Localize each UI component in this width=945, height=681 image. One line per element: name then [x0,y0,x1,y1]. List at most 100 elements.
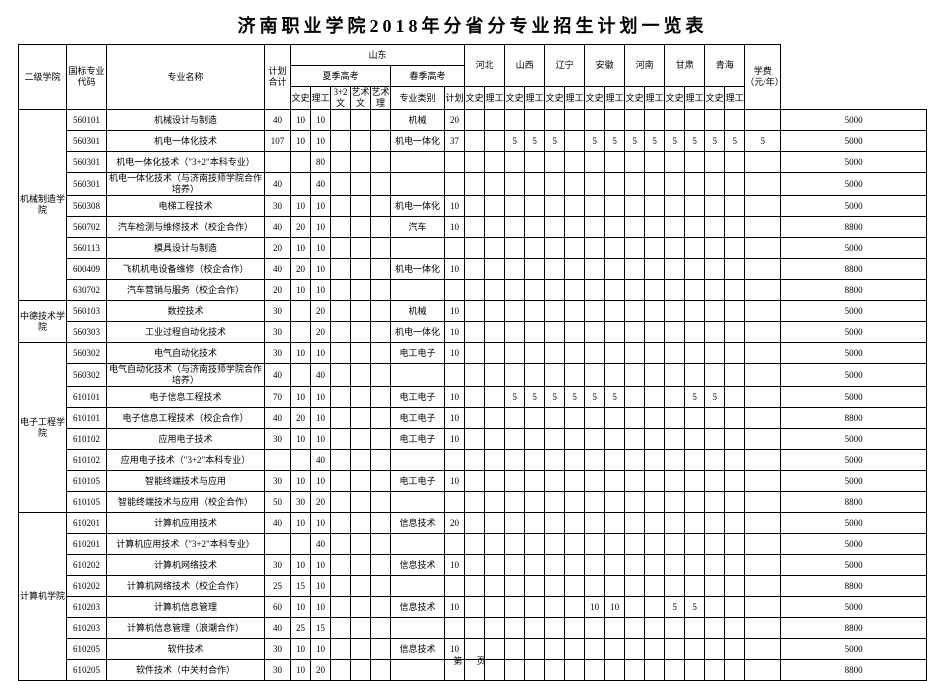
table-cell: 信息技术 [391,555,445,576]
table-cell: 8800 [781,217,927,238]
table-cell [705,110,725,131]
table-cell [465,238,485,259]
table-row: 610105智能终端技术与应用（校企合作）5030208800 [19,492,927,513]
table-cell [585,301,605,322]
table-cell [625,555,645,576]
table-cell [665,280,685,301]
table-cell: 数控技术 [107,301,265,322]
table-cell [351,364,371,387]
table-cell [331,555,351,576]
table-cell [371,492,391,513]
table-cell [545,555,565,576]
table-cell: 10 [291,238,311,259]
table-cell [625,576,645,597]
table-cell: 5 [505,387,525,408]
table-cell [705,576,725,597]
table-cell: 20 [291,408,311,429]
table-cell [485,364,505,387]
table-cell [645,217,665,238]
table-cell [665,322,685,343]
table-cell [745,217,781,238]
table-cell: 30 [265,429,291,450]
table-cell [565,429,585,450]
table-cell [705,173,725,196]
table-cell [331,492,351,513]
table-cell: 5000 [781,322,927,343]
table-cell: 5000 [781,597,927,618]
table-cell: 机电一体化技术（"3+2"本科专业） [107,152,265,173]
hdr-henan: 河南 [625,45,665,87]
table-cell [525,238,545,259]
table-cell [705,429,725,450]
table-cell [351,196,371,217]
hdr-summer-3: 艺术文 [351,87,371,110]
table-cell: 610201 [67,513,107,534]
table-cell [725,450,745,471]
table-cell [685,238,705,259]
table-cell [645,343,665,364]
table-cell: 10 [445,597,465,618]
table-cell [685,217,705,238]
table-cell: 10 [311,259,331,280]
table-cell [685,576,705,597]
table-cell: 10 [311,217,331,238]
table-cell [391,492,445,513]
table-cell [605,259,625,280]
hdr-henan-0: 文史 [625,87,645,110]
table-cell: 5 [505,131,525,152]
table-cell: 电气自动化技术 [107,343,265,364]
table-cell [351,173,371,196]
table-cell [465,196,485,217]
table-cell [545,576,565,597]
table-cell [725,534,745,555]
hdr-shanxi-0: 文史 [505,87,525,110]
table-cell [565,196,585,217]
table-cell [725,618,745,639]
table-cell [585,576,605,597]
table-cell: 10 [291,343,311,364]
table-cell [565,238,585,259]
table-cell [705,217,725,238]
table-cell: 560301 [67,173,107,196]
table-cell [565,597,585,618]
table-cell: 610202 [67,555,107,576]
table-cell [545,471,565,492]
table-cell: 10 [291,110,311,131]
college-cell: 电子工程学院 [19,343,67,513]
table-cell [725,387,745,408]
table-cell: 560702 [67,217,107,238]
table-cell [485,259,505,280]
table-cell [265,534,291,555]
table-cell: 5000 [781,301,927,322]
table-cell [745,492,781,513]
table-cell [505,343,525,364]
table-cell [565,576,585,597]
table-cell: 机械 [391,301,445,322]
table-cell [725,173,745,196]
table-cell: 20 [291,217,311,238]
table-cell [445,280,465,301]
table-cell [585,110,605,131]
table-cell: 610105 [67,492,107,513]
table-cell: 应用电子技术 [107,429,265,450]
table-cell [331,387,351,408]
hdr-tuition: 学费（元/年） [745,45,781,110]
table-row: 610203计算机信息管理601010信息技术101010555000 [19,597,927,618]
table-cell [525,534,545,555]
table-cell [745,152,781,173]
table-cell: 20 [291,259,311,280]
table-cell [291,364,311,387]
table-cell [585,217,605,238]
table-cell [371,597,391,618]
table-cell [725,597,745,618]
table-row: 600409飞机机电设备维修（校企合作）402010机电一体化108800 [19,259,927,280]
table-cell: 20 [265,238,291,259]
table-cell: 电工电子 [391,471,445,492]
table-cell: 610105 [67,471,107,492]
table-cell [351,450,371,471]
table-cell: 20 [311,322,331,343]
table-cell [351,217,371,238]
table-cell [645,597,665,618]
table-cell [605,429,625,450]
table-cell [665,471,685,492]
